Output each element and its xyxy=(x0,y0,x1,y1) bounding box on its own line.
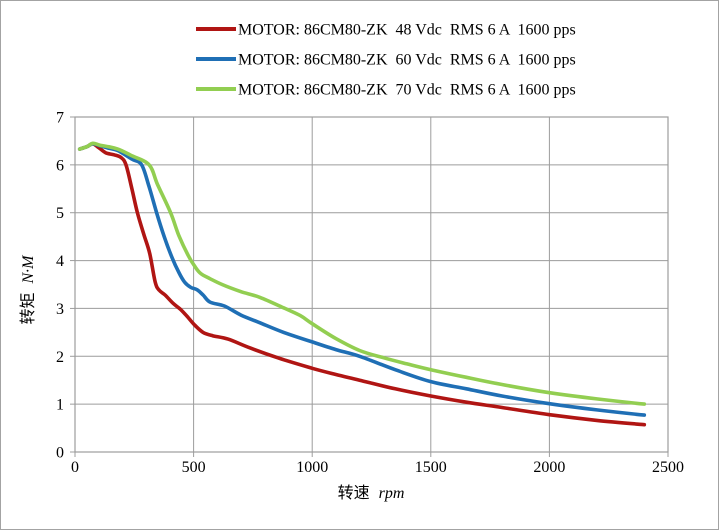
x-axis-title-unit: rpm xyxy=(379,485,405,502)
x-axis-title: 转速 rpm xyxy=(338,484,405,502)
tick-label-x-1500: 1500 xyxy=(415,459,447,476)
tick-label-x-500: 500 xyxy=(182,459,206,476)
tick-label-y-0: 0 xyxy=(56,445,64,462)
tick-label-y-4: 4 xyxy=(56,253,64,270)
grid-layer xyxy=(75,117,668,452)
legend-label-60v: MOTOR: 86CM80-ZK 60 Vdc RMS 6 A 1600 pps xyxy=(238,52,576,69)
curve-layer xyxy=(77,141,647,427)
series-curve-2 xyxy=(77,141,647,406)
tick-label-x-2000: 2000 xyxy=(533,459,565,476)
tick-label-y-3: 3 xyxy=(56,301,64,318)
tick-label-y-1: 1 xyxy=(56,397,64,414)
frame-layer xyxy=(74,116,669,453)
y-axis-title-cjk: 转矩 xyxy=(19,292,37,324)
tick-label-x-0: 0 xyxy=(71,459,79,476)
tick-layer: 0 500 1000 1500 2000 2500 0 1 2 3 4 5 6 7 xyxy=(56,110,684,477)
series-curve-1 xyxy=(77,141,647,417)
legend-label-48v: MOTOR: 86CM80-ZK 48 Vdc RMS 6 A 1600 pps xyxy=(238,22,576,39)
y-axis-title: 转矩 N·M xyxy=(19,254,37,325)
y-axis-title-unit: N·M xyxy=(20,254,37,285)
series-curve-0 xyxy=(77,142,647,427)
legend: MOTOR: 86CM80-ZK 48 Vdc RMS 6 A 1600 pps… xyxy=(196,22,576,99)
plot-frame xyxy=(74,116,669,453)
tick-label-y-6: 6 xyxy=(56,157,64,174)
x-axis-title-cjk: 转速 xyxy=(338,484,370,502)
tick-label-x-1000: 1000 xyxy=(296,459,328,476)
tick-label-x-2500: 2500 xyxy=(652,459,684,476)
tick-label-y-2: 2 xyxy=(56,349,64,366)
legend-label-70v: MOTOR: 86CM80-ZK 70 Vdc RMS 6 A 1600 pps xyxy=(238,82,576,99)
tick-label-y-7: 7 xyxy=(56,110,64,127)
tick-label-y-5: 5 xyxy=(56,205,64,222)
